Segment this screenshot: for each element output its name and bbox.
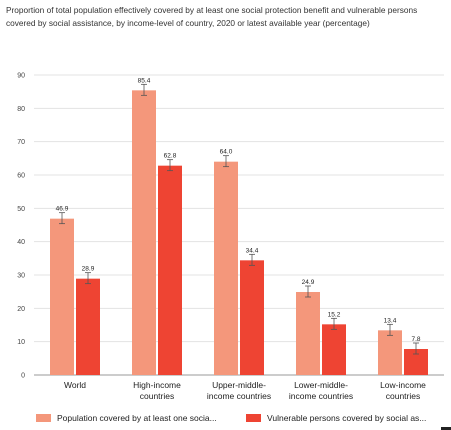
y-tick-label: 90 (17, 73, 25, 80)
x-tick-label: countries (386, 391, 421, 401)
bar (296, 292, 320, 375)
y-tick-label: 50 (17, 206, 25, 213)
data-label: 34.4 (246, 247, 259, 254)
bar (240, 260, 264, 375)
x-tick-label: World (64, 380, 86, 390)
y-tick-label: 40 (17, 239, 25, 246)
chart-title: Proportion of total population effective… (6, 5, 418, 28)
data-label: 46.9 (56, 206, 69, 213)
data-label: 13.4 (384, 317, 397, 324)
bar (50, 218, 74, 375)
y-tick-label: 80 (17, 106, 25, 113)
legend-swatch (36, 414, 51, 422)
data-label: 64.0 (220, 149, 233, 156)
data-label: 62.8 (164, 153, 177, 160)
bar (378, 330, 402, 375)
x-tick-label: income countries (207, 391, 271, 401)
legend-swatch (246, 414, 261, 422)
bar (214, 161, 238, 375)
x-tick-label: income countries (289, 391, 353, 401)
x-tick-label: Low-income (380, 380, 426, 390)
y-tick-label: 10 (17, 339, 25, 346)
x-tick-label: High-income (133, 380, 181, 390)
y-tick-label: 30 (17, 273, 25, 280)
bar (322, 324, 346, 375)
x-tick-label: Upper-middle- (212, 380, 266, 390)
y-tick-label: 0 (21, 373, 25, 380)
legend-label: Population covered by at least one socia… (57, 413, 217, 423)
data-label: 85.4 (138, 77, 151, 84)
bar (76, 278, 100, 375)
data-label: 15.2 (328, 311, 341, 318)
data-label: 24.9 (302, 279, 315, 286)
y-tick-label: 20 (17, 306, 25, 313)
x-tick-label: Lower-middle- (294, 380, 348, 390)
y-tick-label: 70 (17, 139, 25, 146)
data-label: 7.8 (411, 336, 420, 343)
bar (132, 90, 156, 375)
data-label: 28.9 (82, 266, 95, 273)
corner-mark (441, 427, 451, 430)
legend-label: Vulnerable persons covered by social as.… (267, 413, 426, 423)
bar (158, 165, 182, 375)
x-tick-label: countries (140, 391, 175, 401)
y-tick-label: 60 (17, 173, 25, 180)
